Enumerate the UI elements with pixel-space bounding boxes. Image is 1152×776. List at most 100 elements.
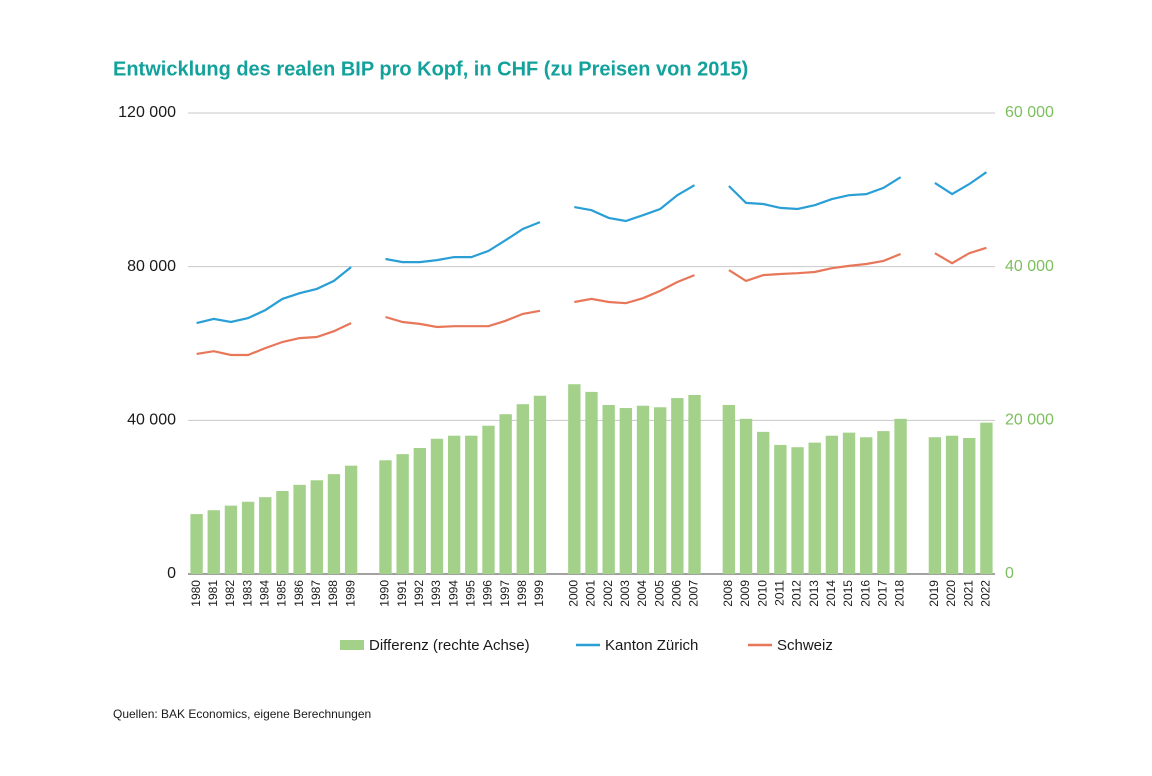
x-tick-label: 2010 xyxy=(755,580,769,607)
x-tick-label: 2006 xyxy=(670,580,684,607)
bar xyxy=(722,404,736,574)
legend-label: Schweiz xyxy=(777,637,833,654)
bar xyxy=(963,438,976,574)
bar xyxy=(430,438,444,574)
bar xyxy=(945,435,959,574)
x-tick-label: 1985 xyxy=(275,580,289,607)
x-tick-label: 2002 xyxy=(601,580,615,607)
bar xyxy=(241,501,255,574)
x-tick-label: 1984 xyxy=(257,580,271,607)
x-tick-label: 1986 xyxy=(292,580,306,607)
legend-swatch xyxy=(340,640,364,650)
bar xyxy=(894,418,907,574)
x-tick-label: 2015 xyxy=(841,580,855,607)
bar xyxy=(585,391,598,574)
x-tick-label: 2014 xyxy=(824,580,838,607)
bar xyxy=(310,480,323,574)
x-tick-label: 2003 xyxy=(618,580,632,607)
bar xyxy=(276,491,289,574)
x-tick-label: 1992 xyxy=(412,580,426,607)
bar xyxy=(757,431,770,574)
legend-label: Kanton Zürich xyxy=(605,637,698,654)
bar xyxy=(877,431,890,574)
bar xyxy=(533,395,547,574)
x-tick-label: 2011 xyxy=(773,580,787,606)
legend-label: Differenz (rechte Achse) xyxy=(369,637,530,654)
bar xyxy=(207,510,220,574)
line xyxy=(196,171,988,325)
y-tick-label: 120 000 xyxy=(118,104,176,121)
x-tick-label: 1990 xyxy=(378,580,392,607)
x-tick-label: 2019 xyxy=(927,580,941,607)
x-tick-label: 2022 xyxy=(979,580,993,607)
bar xyxy=(774,444,787,574)
bar xyxy=(379,460,392,574)
bar xyxy=(327,474,341,574)
y-tick-label: 80 000 xyxy=(127,258,176,275)
bar xyxy=(602,404,615,574)
x-tick-label: 1982 xyxy=(223,580,237,607)
bar xyxy=(413,447,426,574)
y-tick-label: 0 xyxy=(167,565,176,582)
bar xyxy=(447,435,461,574)
x-tick-label: 2021 xyxy=(961,580,975,607)
y-tick-label: 40 000 xyxy=(127,412,176,429)
x-tick-label: 2012 xyxy=(790,580,804,607)
x-tick-label: 2017 xyxy=(876,580,890,607)
bar xyxy=(636,405,650,574)
x-tick-label: 2016 xyxy=(858,580,872,607)
bar xyxy=(224,505,238,574)
bar xyxy=(482,425,495,574)
x-tick-label: 1996 xyxy=(481,580,495,607)
x-tick-label: 2020 xyxy=(944,580,958,607)
x-tick-label: 2009 xyxy=(738,580,752,607)
x-tick-label: 1981 xyxy=(206,580,220,607)
x-tick-label: 1980 xyxy=(189,580,203,607)
bar xyxy=(671,398,684,574)
bar xyxy=(619,408,633,574)
bar xyxy=(928,437,942,574)
bar xyxy=(465,435,478,574)
bar xyxy=(739,418,753,574)
x-tick-label: 2001 xyxy=(584,580,598,607)
line xyxy=(196,246,987,357)
x-tick-label: 1993 xyxy=(429,580,443,607)
bar xyxy=(568,384,581,574)
x-tick-label: 1987 xyxy=(309,580,323,607)
bar xyxy=(825,435,839,574)
x-tick-label: 1997 xyxy=(498,580,512,607)
bar xyxy=(842,432,856,574)
x-tick-label: 1988 xyxy=(326,580,340,607)
x-tick-label: 2007 xyxy=(687,580,701,607)
y2-tick-label: 60 000 xyxy=(1005,104,1054,121)
source-note: Quellen: BAK Economics, eigene Berechnun… xyxy=(113,707,371,721)
x-tick-label: 2000 xyxy=(567,580,581,607)
bar xyxy=(293,484,306,574)
bar xyxy=(259,497,272,574)
x-tick-label: 2004 xyxy=(635,580,649,607)
x-tick-label: 1994 xyxy=(446,580,460,607)
bar xyxy=(396,454,409,574)
y2-tick-label: 40 000 xyxy=(1005,258,1054,275)
x-tick-label: 2018 xyxy=(893,580,907,607)
x-tick-label: 1998 xyxy=(515,580,529,607)
bar xyxy=(190,514,203,574)
x-tick-label: 2013 xyxy=(807,580,821,607)
y2-tick-label: 0 xyxy=(1005,565,1014,582)
bar xyxy=(516,404,530,574)
x-tick-label: 1991 xyxy=(395,580,409,607)
bar xyxy=(791,447,804,574)
bar xyxy=(344,465,358,574)
x-tick-label: 2008 xyxy=(721,580,735,607)
x-tick-label: 1999 xyxy=(532,580,546,607)
bar xyxy=(808,442,821,574)
chart-title: Entwicklung des realen BIP pro Kopf, in … xyxy=(113,58,748,80)
bar xyxy=(980,422,993,574)
x-tick-label: 1995 xyxy=(463,580,477,607)
bar xyxy=(860,437,873,574)
y2-tick-label: 20 000 xyxy=(1005,412,1054,429)
bar xyxy=(688,394,701,574)
bar xyxy=(499,414,512,574)
